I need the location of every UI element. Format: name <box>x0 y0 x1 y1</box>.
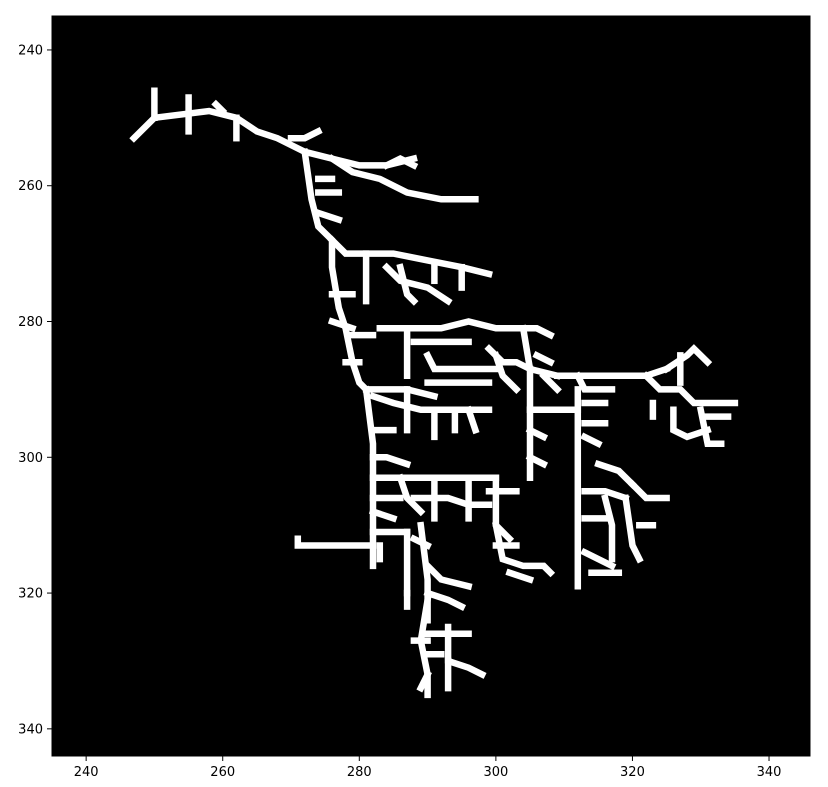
skeleton-branch-73 <box>539 371 562 394</box>
skeleton-branch-35 <box>368 507 398 523</box>
skeleton-branch-67 <box>491 351 521 394</box>
skeleton-branch-70 <box>525 425 549 442</box>
skeleton-branch-47 <box>423 588 467 611</box>
skeleton-branch-62 <box>423 351 500 373</box>
skeleton-branch-30 <box>369 454 412 469</box>
skeleton-branch-37 <box>410 494 493 509</box>
y-tick-label: 240 <box>18 43 43 58</box>
x-tick-label: 320 <box>620 765 645 780</box>
skeleton-branch-89 <box>662 344 713 374</box>
skeleton-branch-85 <box>621 494 644 564</box>
skeleton-branch-52 <box>416 670 432 693</box>
skeleton-branch-3 <box>211 99 228 116</box>
skeleton-branch-28 <box>464 405 480 435</box>
skeleton-branch-92 <box>670 406 712 441</box>
y-tick-label: 300 <box>18 451 43 466</box>
y-tick-label: 280 <box>18 315 43 330</box>
x-tick-label: 240 <box>74 765 99 780</box>
skeleton-branch-93 <box>696 405 725 447</box>
skeleton-layer <box>129 87 739 699</box>
skeleton-branch-65 <box>519 324 534 373</box>
x-tick-label: 300 <box>483 765 508 780</box>
skeleton-branch-74 <box>573 371 616 393</box>
skeleton-branch-19 <box>327 317 357 333</box>
x-tick-label: 260 <box>210 765 235 780</box>
skeleton-branch-79 <box>594 459 638 489</box>
y-tick-label: 260 <box>18 179 43 194</box>
skeleton-branch-46 <box>423 561 473 591</box>
skeleton-branch-48 <box>417 596 432 699</box>
y-tick-label: 340 <box>18 722 43 737</box>
skeleton-branch-7 <box>382 154 419 170</box>
skeleton-branch-53 <box>444 623 487 679</box>
plot-area-background <box>52 16 810 756</box>
skeleton-branch-84 <box>627 479 670 502</box>
skeleton-branch-58 <box>505 568 535 584</box>
skeleton-branch-66 <box>532 351 555 367</box>
skeleton-branch-88 <box>641 371 739 407</box>
skeleton-branch-6 <box>327 154 479 203</box>
skeleton-branch-41 <box>294 535 377 549</box>
skeleton-branch-80 <box>581 487 630 503</box>
y-tick-label: 320 <box>18 587 43 602</box>
plot-area-frame <box>51 15 811 757</box>
x-axis: 240 260 280 300 320 340 <box>74 756 782 780</box>
skeleton-branch-12 <box>327 235 493 278</box>
skeleton-branch-15 <box>396 263 419 306</box>
skeleton-branch-83 <box>601 494 616 563</box>
skeleton-branch-5 <box>287 127 323 142</box>
skeleton-branch-33 <box>396 473 426 517</box>
skeleton-branch-71 <box>525 452 549 469</box>
y-axis: 240 260 280 300 320 340 <box>18 43 52 737</box>
x-tick-label: 280 <box>347 765 372 780</box>
skeleton-branch-14 <box>382 262 453 306</box>
skeleton-branch-11 <box>314 208 343 224</box>
skeleton-branch-59 <box>376 318 555 340</box>
skeleton-branch-82 <box>580 547 617 571</box>
skeleton-branch-78 <box>580 432 603 449</box>
x-tick-label: 340 <box>757 765 782 780</box>
